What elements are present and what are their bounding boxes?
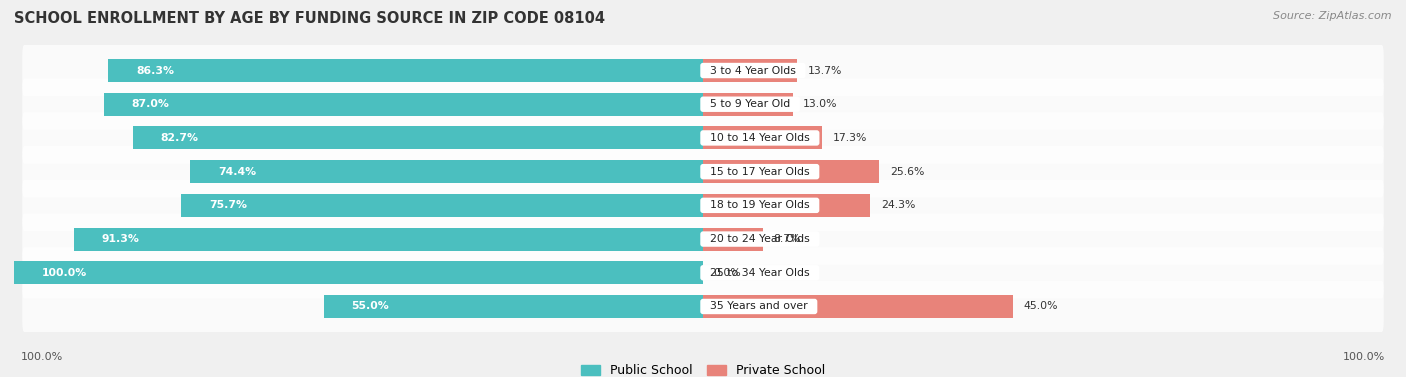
Bar: [181, 194, 703, 217]
FancyBboxPatch shape: [22, 213, 1384, 265]
Text: 15 to 17 Year Olds: 15 to 17 Year Olds: [703, 167, 817, 177]
Text: 20 to 24 Year Olds: 20 to 24 Year Olds: [703, 234, 817, 244]
Text: 0.0%: 0.0%: [713, 268, 741, 278]
Text: 55.0%: 55.0%: [352, 302, 389, 311]
FancyBboxPatch shape: [22, 180, 1384, 231]
Text: 75.7%: 75.7%: [209, 200, 247, 210]
Bar: [323, 295, 703, 318]
Text: 74.4%: 74.4%: [218, 167, 256, 177]
Text: 18 to 19 Year Olds: 18 to 19 Year Olds: [703, 200, 817, 210]
Bar: [703, 126, 823, 149]
Bar: [14, 261, 703, 284]
Bar: [104, 93, 703, 116]
Text: Source: ZipAtlas.com: Source: ZipAtlas.com: [1274, 11, 1392, 21]
Text: 35 Years and over: 35 Years and over: [703, 302, 814, 311]
Text: 13.0%: 13.0%: [803, 99, 838, 109]
Text: 100.0%: 100.0%: [42, 268, 87, 278]
Text: 45.0%: 45.0%: [1024, 302, 1057, 311]
FancyBboxPatch shape: [22, 146, 1384, 197]
Bar: [703, 194, 870, 217]
Text: 3 to 4 Year Olds: 3 to 4 Year Olds: [703, 66, 803, 75]
Text: 25.6%: 25.6%: [890, 167, 924, 177]
Text: 17.3%: 17.3%: [832, 133, 868, 143]
Text: 13.7%: 13.7%: [807, 66, 842, 75]
Text: 100.0%: 100.0%: [1343, 352, 1385, 362]
Legend: Public School, Private School: Public School, Private School: [581, 364, 825, 377]
FancyBboxPatch shape: [22, 281, 1384, 332]
Text: 82.7%: 82.7%: [160, 133, 198, 143]
Text: 10 to 14 Year Olds: 10 to 14 Year Olds: [703, 133, 817, 143]
Bar: [190, 160, 703, 183]
Text: 86.3%: 86.3%: [136, 66, 174, 75]
Text: 87.0%: 87.0%: [131, 99, 169, 109]
FancyBboxPatch shape: [22, 45, 1384, 96]
Bar: [75, 228, 703, 251]
FancyBboxPatch shape: [22, 112, 1384, 164]
FancyBboxPatch shape: [22, 79, 1384, 130]
Bar: [703, 93, 793, 116]
Text: 25 to 34 Year Olds: 25 to 34 Year Olds: [703, 268, 817, 278]
Bar: [134, 126, 703, 149]
Bar: [703, 59, 797, 82]
FancyBboxPatch shape: [22, 247, 1384, 298]
Text: 91.3%: 91.3%: [101, 234, 139, 244]
Text: 8.7%: 8.7%: [773, 234, 801, 244]
Text: 24.3%: 24.3%: [880, 200, 915, 210]
Bar: [108, 59, 703, 82]
Bar: [703, 228, 763, 251]
Text: 100.0%: 100.0%: [21, 352, 63, 362]
Text: SCHOOL ENROLLMENT BY AGE BY FUNDING SOURCE IN ZIP CODE 08104: SCHOOL ENROLLMENT BY AGE BY FUNDING SOUR…: [14, 11, 605, 26]
Bar: [703, 295, 1012, 318]
Bar: [703, 160, 879, 183]
Text: 5 to 9 Year Old: 5 to 9 Year Old: [703, 99, 797, 109]
